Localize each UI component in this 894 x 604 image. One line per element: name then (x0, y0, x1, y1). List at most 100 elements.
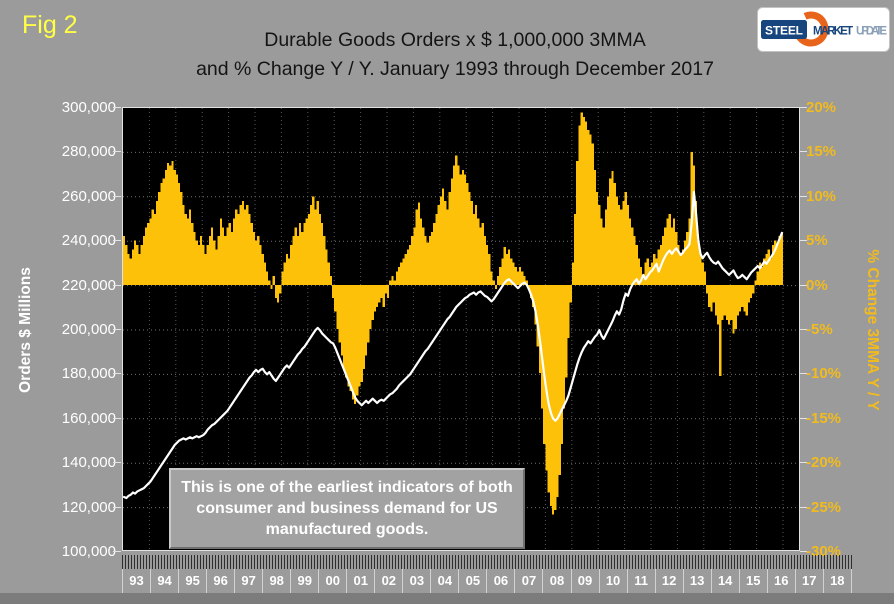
pct-change-bar (307, 214, 310, 285)
pct-change-bar (428, 236, 431, 285)
pct-change-bar (283, 262, 286, 285)
pct-change-bar (371, 284, 374, 321)
year-label: 06 (487, 569, 516, 593)
pct-change-bar (750, 284, 753, 299)
pct-change-bar (512, 262, 515, 285)
pct-change-bar (140, 245, 143, 285)
pct-change-bar (237, 214, 240, 285)
year-label: 00 (319, 569, 348, 593)
left-axis-label: 280,000 (61, 143, 116, 161)
pct-change-bar (426, 242, 429, 285)
pct-change-bar (541, 284, 544, 409)
left-axis-label: 160,000 (61, 409, 116, 427)
pct-change-bar (228, 222, 231, 285)
pct-change-bar (670, 227, 673, 285)
pct-change-bar (626, 205, 629, 285)
left-axis-tick (113, 329, 121, 330)
right-axis-tick (800, 329, 807, 330)
pct-change-bar (162, 178, 165, 285)
pct-change-bar (334, 284, 337, 312)
pct-change-bar (461, 169, 464, 285)
pct-change-bar (710, 284, 713, 312)
x-axis-year-band: 93 94 95 96 97 98 99 00 01 02 03 04 05 06 07 08 09 10 11 12… (122, 569, 852, 593)
pct-change-bar (657, 249, 660, 285)
pct-change-bar (556, 284, 559, 497)
pct-change-bar (589, 134, 592, 285)
pct-change-bar (123, 236, 126, 285)
pct-change-bar (184, 214, 187, 285)
pct-change-bar (470, 200, 473, 285)
pct-change-bar (574, 214, 577, 285)
pct-change-bar (679, 253, 682, 285)
pct-change-bar (417, 202, 420, 285)
pct-change-bar (158, 191, 161, 285)
year-label: 10 (600, 569, 628, 593)
pct-change-bar (633, 236, 636, 285)
pct-change-bar (153, 214, 156, 285)
pct-change-bar (780, 233, 783, 285)
pct-change-bar (277, 284, 280, 303)
pct-change-bar (747, 284, 750, 303)
pct-change-bar (481, 222, 484, 285)
pct-change-bar (675, 231, 678, 285)
pct-change-bar (576, 161, 579, 285)
figure-label: Fig 2 (22, 11, 78, 39)
year-label: 18 (824, 569, 852, 593)
pct-change-bar (472, 214, 475, 285)
pct-change-bar (145, 227, 148, 285)
pct-change-bar (274, 284, 277, 299)
pct-change-bar (578, 125, 581, 285)
pct-change-bar (596, 191, 599, 285)
pct-change-bar (516, 271, 519, 285)
pct-change-bar (195, 240, 198, 285)
pct-change-bar (450, 178, 453, 285)
pct-change-bar (312, 196, 315, 285)
pct-change-bar (156, 200, 159, 285)
pct-change-bar (622, 200, 625, 285)
pct-change-bar (327, 262, 330, 285)
year-label: 14 (712, 569, 740, 593)
pct-change-bar (389, 280, 392, 285)
pct-change-bar (719, 284, 722, 376)
pct-change-bar (567, 284, 570, 338)
pct-change-bar (730, 284, 733, 321)
right-axis-label: 0% (806, 276, 828, 294)
year-label: 01 (347, 569, 376, 593)
right-axis-label: -15% (806, 409, 842, 427)
pct-change-bar (684, 240, 687, 285)
pct-change-bar (609, 178, 612, 285)
year-label: 17 (796, 569, 824, 593)
left-axis-tick (113, 462, 121, 464)
pct-change-bar (244, 209, 247, 285)
year-label: 98 (263, 569, 292, 593)
left-axis-tick (113, 284, 121, 286)
pct-change-bar (453, 165, 456, 285)
pct-change-bar (329, 275, 332, 285)
pct-change-bar (387, 284, 390, 299)
pct-change-bar (774, 240, 777, 285)
pct-change-bar (431, 231, 434, 285)
pct-change-bar (510, 258, 513, 285)
pct-change-bar (448, 191, 451, 285)
pct-change-bar (272, 275, 275, 285)
year-label: 08 (543, 569, 572, 593)
pct-change-bar (400, 262, 403, 285)
left-axis-tick (113, 195, 121, 197)
year-label: 96 (207, 569, 236, 593)
pct-change-bar (402, 258, 405, 285)
pct-change-bar (134, 240, 137, 285)
year-label: 15 (740, 569, 768, 593)
pct-change-bar (732, 284, 735, 334)
pct-change-bar (138, 253, 141, 285)
pct-change-bar (180, 191, 183, 285)
pct-change-bar (362, 284, 365, 369)
year-label: 12 (656, 569, 684, 593)
pct-change-bar (763, 258, 766, 285)
pct-change-bar (325, 249, 328, 285)
pct-change-bar (651, 262, 654, 285)
right-axis-label: -10% (806, 365, 842, 383)
year-label: 95 (179, 569, 208, 593)
pct-change-bar (736, 284, 739, 316)
pct-change-bar (186, 218, 189, 285)
